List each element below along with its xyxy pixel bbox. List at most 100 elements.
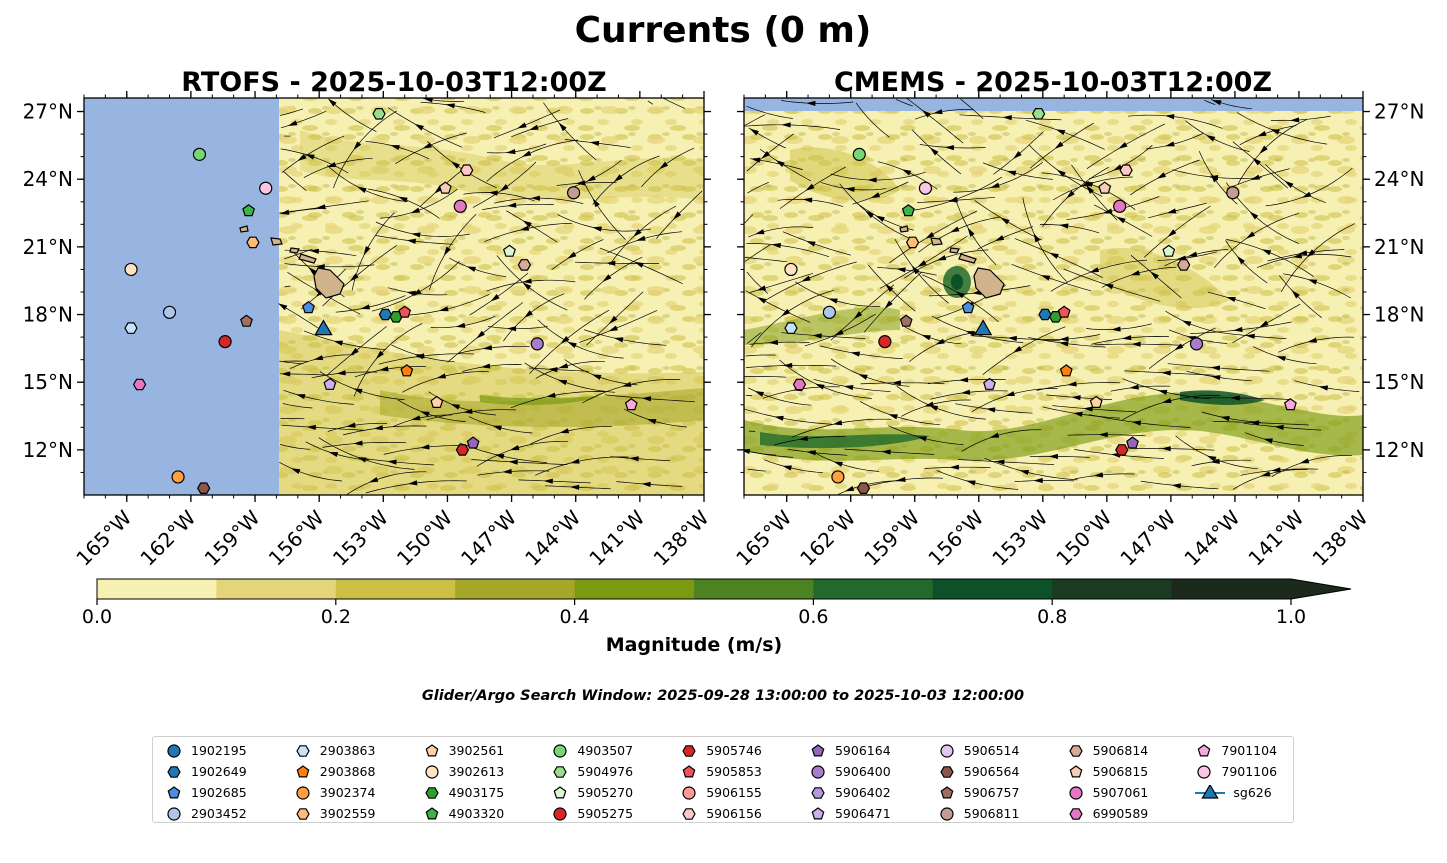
colorbar-tick-label: 0.8	[1037, 606, 1067, 628]
streamline	[1036, 382, 1121, 391]
streamline	[877, 267, 937, 276]
streamline	[510, 391, 605, 409]
legend-float-marker	[1069, 764, 1082, 777]
streamline	[282, 305, 319, 329]
streamline	[477, 470, 550, 476]
glider-marker-sg626	[314, 319, 333, 336]
panel-cmems-title: CMEMS - 2025-10-03T12:00Z	[834, 67, 1272, 98]
legend-label: sg626	[1233, 785, 1272, 800]
streamline-arrow	[935, 338, 945, 345]
legend-item: 5906155	[680, 782, 809, 803]
streamline-arrow	[781, 308, 791, 317]
legend-float-marker	[1197, 743, 1211, 756]
colorbar-bin	[216, 579, 337, 599]
streamline-arrow	[1093, 472, 1104, 478]
legend-label: 5905270	[577, 785, 634, 800]
streamline	[744, 257, 787, 263]
streamline	[280, 148, 349, 174]
streamline-arrow	[621, 381, 632, 387]
streamline	[487, 325, 548, 330]
streamline-arrow	[438, 306, 449, 312]
streamline	[387, 287, 448, 296]
legend-item: 5905746	[680, 740, 809, 761]
legend-marker-icon	[1068, 785, 1083, 800]
streamline-arrow	[1164, 114, 1175, 120]
streamline-arrow	[917, 260, 927, 268]
streamline-arrow	[888, 414, 898, 420]
streamline-arrow	[1249, 211, 1259, 220]
float-marker-5906471	[323, 377, 337, 390]
float-marker-5906815	[438, 181, 452, 194]
streamline-arrow	[1150, 271, 1159, 280]
streamline-arrow	[546, 392, 556, 398]
legend-label: 3902561	[448, 743, 505, 758]
float-marker-5904976	[1031, 108, 1046, 120]
streamline	[787, 448, 848, 456]
legend-marker-icon	[424, 764, 439, 779]
x-tick-label: 138°W	[649, 505, 714, 570]
streamline-arrow	[858, 374, 868, 380]
streamline-arrow	[295, 394, 306, 400]
streamline-arrow	[911, 265, 920, 275]
streamline	[557, 214, 651, 232]
streamline-arrow	[1066, 190, 1075, 199]
streamline-arrow	[1230, 395, 1240, 401]
streamline-arrow	[517, 122, 527, 129]
streamline-arrow	[1086, 185, 1094, 194]
streamline-arrow	[641, 396, 652, 402]
legend-marker-icon	[296, 764, 310, 777]
streamline-arrow	[349, 273, 359, 282]
legend-float-marker	[553, 765, 568, 778]
float-marker-5906156	[1119, 164, 1133, 176]
legend-float-marker	[1197, 764, 1211, 779]
streamline-arrow	[548, 367, 558, 373]
legend-label: 4903320	[448, 806, 505, 821]
streamline	[1011, 263, 1092, 292]
streamline	[961, 429, 1042, 452]
x-tick-label: 162°W	[795, 505, 860, 570]
streamline	[529, 367, 590, 372]
x-tick-label: 147°W	[456, 505, 521, 570]
colorbar-tick-label: 0.4	[559, 606, 589, 628]
streamline-arrow	[586, 175, 596, 182]
streamline-arrow	[406, 290, 416, 296]
streamline-arrow	[613, 337, 624, 343]
streamline	[610, 456, 671, 462]
streamline-arrow	[488, 190, 498, 196]
x-tick-label: 162°W	[135, 505, 200, 570]
streamline-arrow	[1005, 391, 1015, 397]
x-tick-label: 144°W	[520, 505, 585, 570]
streamline-arrow	[1167, 229, 1177, 237]
streamline-arrow	[1226, 297, 1236, 303]
legend-marker-icon	[1195, 784, 1226, 799]
colorbar-extend-arrow	[1291, 579, 1351, 599]
legend-item: 3902561	[423, 740, 552, 761]
streamline-arrow	[309, 248, 320, 254]
streamline-arrow	[506, 202, 517, 208]
streamline-arrow	[833, 461, 843, 467]
streamline-arrow	[865, 210, 874, 219]
legend-label: 3902374	[319, 785, 376, 800]
streamline-arrow	[966, 480, 976, 486]
streamline	[744, 114, 766, 127]
streamline-arrow	[806, 100, 816, 106]
streamline-arrow	[1161, 398, 1172, 404]
legend-item: 5906400	[809, 761, 938, 782]
streamline-arrow	[1250, 174, 1261, 180]
streamline-arrow	[567, 341, 577, 349]
streamline	[746, 271, 769, 294]
streamline-arrow	[375, 350, 384, 360]
streamline	[852, 181, 909, 205]
streamline-arrow	[1058, 341, 1069, 347]
streamline	[331, 101, 377, 132]
streamline-arrow	[1156, 172, 1167, 179]
legend-item: sg626	[1195, 782, 1324, 803]
streamline	[1203, 99, 1216, 106]
cmems-float-markers	[784, 108, 1297, 494]
streamline	[901, 399, 971, 417]
streamline	[568, 160, 622, 189]
streamline-arrow	[990, 182, 1000, 188]
legend-label: 4903175	[448, 785, 505, 800]
streamline-arrow	[407, 480, 418, 486]
